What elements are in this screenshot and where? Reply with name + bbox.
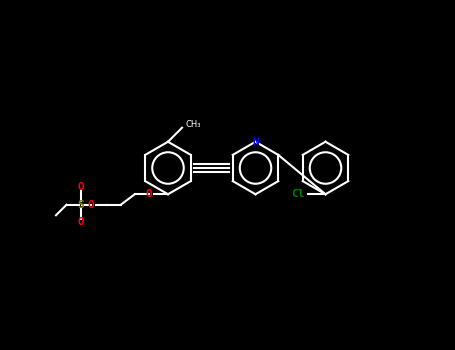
Text: CH₃: CH₃ [186, 120, 201, 129]
Text: N: N [252, 137, 259, 147]
Text: O: O [146, 189, 152, 199]
Text: O: O [88, 200, 95, 210]
Text: Cl: Cl [291, 189, 304, 199]
Text: S: S [77, 200, 84, 210]
Text: O: O [77, 182, 84, 192]
Text: O: O [77, 217, 84, 227]
